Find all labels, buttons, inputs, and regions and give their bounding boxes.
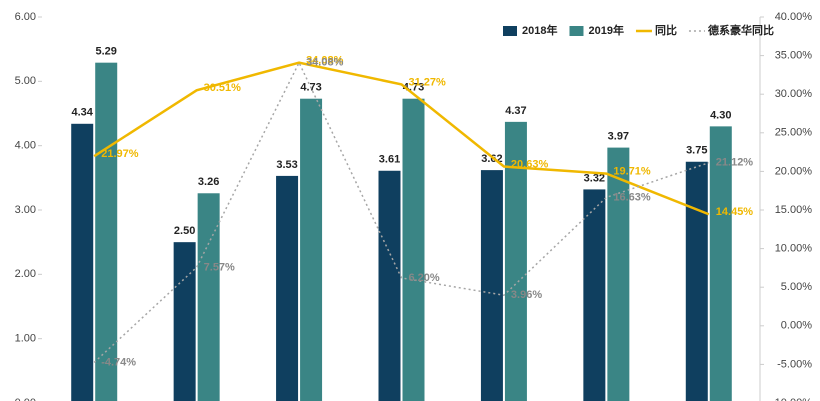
bar: [583, 189, 606, 401]
data-label: 6.20%: [409, 272, 440, 284]
bar: [173, 242, 196, 401]
bar: [95, 62, 118, 401]
data-label: 3.26: [198, 176, 219, 188]
y2-tick-label: 15.00%: [775, 204, 813, 216]
data-label: 34.08%: [306, 55, 344, 67]
bar: [197, 193, 220, 401]
y2-tick-label: 35.00%: [775, 50, 813, 62]
data-label: 2.50: [174, 225, 195, 237]
data-label: 3.32: [584, 172, 605, 184]
bar: [402, 98, 425, 401]
data-label: 3.97: [608, 131, 629, 143]
data-label: 20.63%: [511, 158, 549, 170]
y2-tick-label: -10.00%: [771, 397, 812, 401]
legend-swatch: [569, 26, 584, 36]
bar: [607, 147, 630, 401]
data-label: 14.45%: [716, 206, 754, 218]
data-label: 7.57%: [204, 261, 235, 273]
y2-tick-label: 30.00%: [775, 88, 813, 100]
y2-tick-label: 25.00%: [775, 127, 813, 139]
line: [93, 61, 710, 216]
legend-label: 德系豪华同比: [707, 23, 774, 37]
bar: [378, 170, 401, 401]
y-tick-label: 2.00: [15, 268, 36, 280]
bar: [71, 123, 94, 401]
data-label: 3.96%: [511, 289, 542, 301]
y-tick-label: 1.00: [15, 333, 36, 345]
y2-tick-label: 20.00%: [775, 165, 813, 177]
y-tick-label: 6.00: [15, 11, 36, 23]
y2-tick-label: 0.00%: [781, 320, 812, 332]
data-label: 31.27%: [409, 76, 447, 88]
legend-label: 2018年: [522, 23, 557, 37]
data-label: 5.29: [96, 46, 117, 58]
data-label: 4.34: [72, 107, 94, 119]
y-tick-label: 4.00: [15, 140, 36, 152]
data-label: 30.51%: [204, 82, 242, 94]
legend-label: 2019年: [588, 23, 623, 37]
data-label: 3.61: [379, 154, 400, 166]
data-label: 21.12%: [716, 157, 754, 169]
data-label: 4.30: [710, 109, 731, 121]
y2-tick-label: 5.00%: [781, 281, 812, 293]
data-label: 16.63%: [613, 191, 651, 203]
bar: [504, 121, 527, 401]
legend-label: 同比: [655, 23, 677, 37]
y2-tick-label: 40.00%: [775, 11, 813, 23]
bar: [709, 126, 732, 401]
data-label: -4.74%: [101, 356, 136, 368]
bar: [685, 161, 708, 401]
legend-swatch: [503, 26, 517, 36]
y-tick-label: 5.00: [15, 75, 36, 87]
y-tick-label: 3.00: [15, 204, 36, 216]
y2-tick-label: 10.00%: [775, 243, 813, 255]
data-label: 19.71%: [613, 166, 651, 178]
data-label: 3.53: [276, 159, 297, 171]
data-label: 3.75: [686, 145, 707, 157]
y2-tick-label: -5.00%: [777, 358, 812, 370]
bar: [480, 170, 503, 401]
line: [93, 60, 710, 363]
bar: [276, 175, 299, 401]
y-tick-label: 0.00: [15, 397, 36, 401]
data-label: 21.97%: [101, 148, 139, 160]
data-label: 4.37: [505, 105, 526, 117]
data-label: 34.08%: [306, 57, 344, 69]
bar: [300, 98, 323, 401]
